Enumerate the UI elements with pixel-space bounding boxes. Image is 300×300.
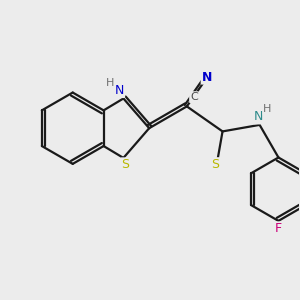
Text: N: N xyxy=(115,84,124,97)
Text: H: H xyxy=(263,104,272,114)
Text: S: S xyxy=(211,158,219,171)
Text: N: N xyxy=(254,110,263,123)
Text: S: S xyxy=(122,158,129,171)
Text: H: H xyxy=(106,78,115,88)
Text: C: C xyxy=(190,92,198,102)
Text: N: N xyxy=(202,70,212,84)
Text: F: F xyxy=(275,222,282,235)
